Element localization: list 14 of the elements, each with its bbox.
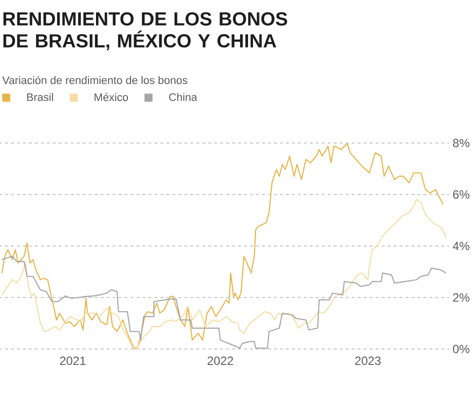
x-tick-label: 2022	[208, 356, 234, 365]
y-tick-label: 0%	[452, 344, 470, 354]
legend-label: Brasil	[27, 92, 53, 102]
y-tick-label: 6%	[453, 190, 470, 199]
y-tick-label: 4%	[452, 242, 470, 250]
y-tick-label: 2%	[453, 293, 470, 302]
chart-subtitle: Variación de rendimiento de los bonos	[2, 76, 188, 84]
x-tick-label: 2023	[355, 356, 381, 365]
legend-label: China	[169, 92, 198, 102]
line-series	[1, 198, 447, 349]
chart-title: RENDIMIENTO DE LOS BONOS DE BRASIL, MÉXICO Y CHINA	[3, 12, 288, 50]
x-tick-label: 2021	[60, 356, 86, 365]
y-tick-label: 8%	[453, 138, 470, 148]
legend-label: México	[94, 92, 128, 102]
